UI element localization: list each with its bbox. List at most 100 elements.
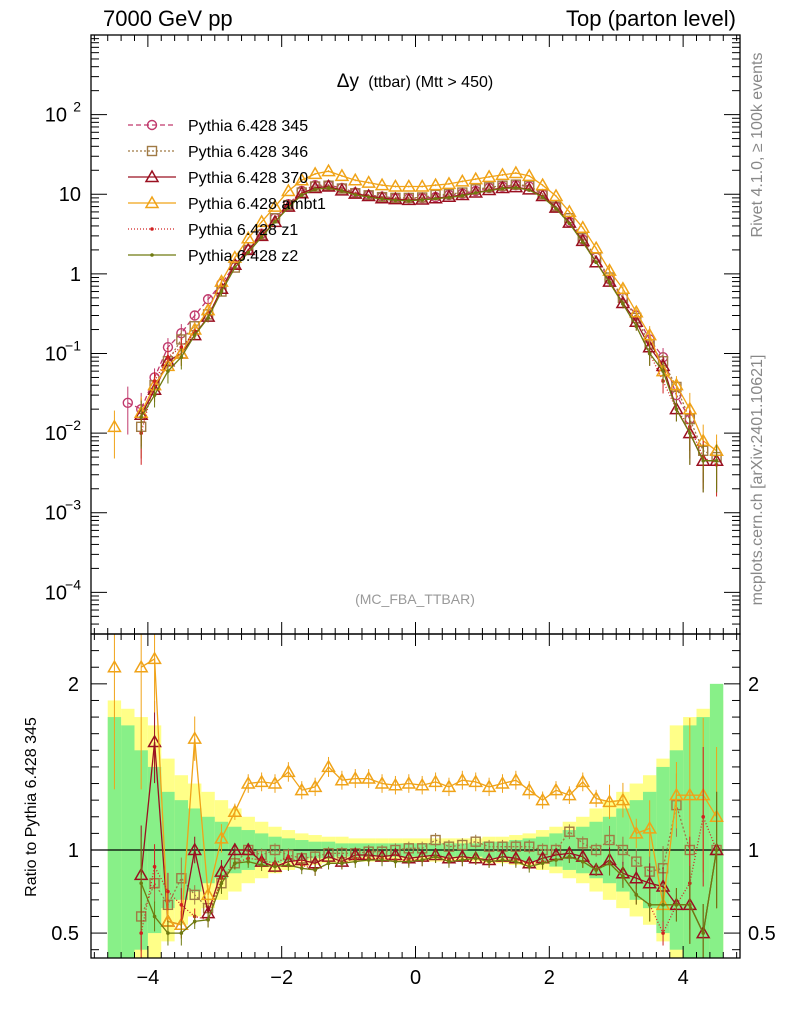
- ratio-point-z2: [166, 931, 170, 935]
- main-point-ambt1: [414, 179, 430, 192]
- main-point-z2: [514, 185, 518, 190]
- ratio-point-z2: [674, 903, 679, 907]
- main-point-ambt1: [495, 167, 510, 181]
- x-tick-label: −4: [136, 967, 159, 989]
- main-point-ambt1: [374, 177, 390, 191]
- ratio-point-ambt1: [508, 772, 524, 786]
- ratio-point-z1: [661, 931, 665, 935]
- ratio-point-z2: [380, 858, 384, 862]
- y-tick-label: 10: [59, 184, 81, 206]
- ratio-point-s346: [176, 873, 187, 884]
- ratio-point-z2: [259, 863, 264, 867]
- ratio-point-z2: [661, 903, 665, 907]
- main-point-z2: [353, 193, 358, 197]
- y-tick-label-exponent: −3: [65, 497, 81, 513]
- main-point-ambt1: [455, 173, 470, 187]
- main-point-z2: [527, 188, 532, 192]
- x-tick-label: −2: [270, 967, 293, 989]
- legend-marker-z2: [150, 253, 154, 257]
- ratio-point-s370: [187, 842, 202, 856]
- ratio-point-z2: [554, 858, 558, 862]
- main-point-z1: [179, 345, 184, 349]
- main-point-z2: [554, 206, 558, 211]
- legend-marker-s345: [146, 119, 158, 131]
- ratio-point-z2: [514, 859, 518, 864]
- main-point-ambt1: [321, 163, 336, 177]
- main-point-s370: [481, 182, 497, 196]
- x-tick-label: 0: [410, 967, 421, 989]
- main-point-ambt1: [281, 183, 296, 197]
- y-tick-label-exponent: −4: [65, 576, 81, 592]
- ratio-point-z2: [179, 931, 184, 935]
- main-point-ambt1: [535, 177, 550, 191]
- main-point-ambt1: [615, 281, 631, 295]
- main-point-s370: [361, 188, 376, 202]
- ratio-point-z2: [594, 868, 598, 872]
- main-line-z2: [140, 187, 717, 462]
- legend-marker-ambt1: [144, 195, 160, 209]
- legend-label-s345: Pythia 6.428 345: [188, 118, 308, 135]
- ratio-point-ambt1: [495, 776, 510, 789]
- ratio-y-tick-label: 1: [68, 840, 79, 862]
- ratio-line-z2: [140, 849, 718, 936]
- ratio-point-z2: [407, 859, 411, 864]
- main-point-z2: [139, 415, 143, 419]
- ratio-point-z2: [487, 859, 491, 864]
- ratio-point-ambt1: [562, 787, 577, 801]
- ratio-point-ambt1: [107, 659, 122, 673]
- ratio-point-ambt1: [133, 659, 149, 673]
- ratio-point-z2: [192, 919, 197, 924]
- ratio-point-ambt1: [347, 771, 363, 784]
- ratio-point-z1: [166, 889, 170, 894]
- main-point-s370: [455, 187, 470, 201]
- main-point-z2: [473, 191, 478, 195]
- ratio-point-ambt1: [669, 787, 684, 801]
- y-tick-label: 10: [45, 343, 67, 365]
- ratio-point-z2: [607, 861, 612, 866]
- ratio-point-ambt1: [414, 777, 430, 791]
- ratio-y-tick-label-right: 1: [748, 840, 759, 862]
- x-tick-label: 4: [678, 967, 689, 989]
- main-point-ambt1: [602, 263, 617, 276]
- ratio-point-s346: [470, 836, 481, 847]
- main-point-s370: [374, 190, 390, 204]
- main-point-s370: [562, 215, 577, 228]
- ratio-point-ambt1: [615, 792, 631, 806]
- main-point-ambt1: [481, 169, 497, 183]
- main-point-ambt1: [307, 166, 323, 180]
- side-mcplots: mcplots.cern.ch [arXiv:2401.10621]: [749, 355, 766, 606]
- ratio-point-z2: [299, 866, 304, 871]
- ratio-point-z2: [246, 859, 251, 864]
- legend-label-z2: Pythia 6.428 z2: [188, 248, 298, 265]
- ratio-y-tick-label: 2: [68, 674, 79, 696]
- main-point-z2: [179, 355, 184, 359]
- ratio-ylabel: Ratio to Pythia 6.428 345: [23, 717, 40, 897]
- ratio-point-s346: [631, 856, 642, 867]
- main-point-s370: [508, 179, 524, 193]
- ratio-point-z2: [206, 917, 210, 922]
- y-tick-label-exponent: −1: [65, 337, 81, 353]
- ratio-point-z2: [340, 861, 344, 866]
- ratio-point-z2: [393, 859, 398, 864]
- main-point-ambt1: [588, 240, 604, 254]
- main-point-z2: [594, 260, 598, 265]
- ratio-point-z2: [152, 914, 157, 919]
- main-point-ambt1: [508, 165, 524, 179]
- main-point-z2: [366, 195, 371, 199]
- main-point-s370: [334, 182, 350, 196]
- main-point-ambt1: [441, 176, 457, 190]
- main-point-z2: [340, 189, 344, 193]
- y-tick-label-exponent: −2: [65, 417, 81, 433]
- ratio-point-ambt1: [227, 804, 243, 818]
- main-point-z2: [487, 188, 491, 193]
- ratio-point-ambt1: [548, 782, 564, 796]
- main-point-ambt1: [214, 274, 229, 287]
- ratio-point-z2: [233, 861, 237, 866]
- ratio-point-s346: [269, 844, 281, 856]
- ratio-point-s346: [604, 834, 615, 846]
- y-tick-label: 10: [45, 105, 67, 127]
- ratio-point-z2: [420, 858, 424, 862]
- ratio-plot: [91, 634, 740, 958]
- main-point-z2: [407, 198, 411, 203]
- ratio-point-z2: [500, 858, 505, 862]
